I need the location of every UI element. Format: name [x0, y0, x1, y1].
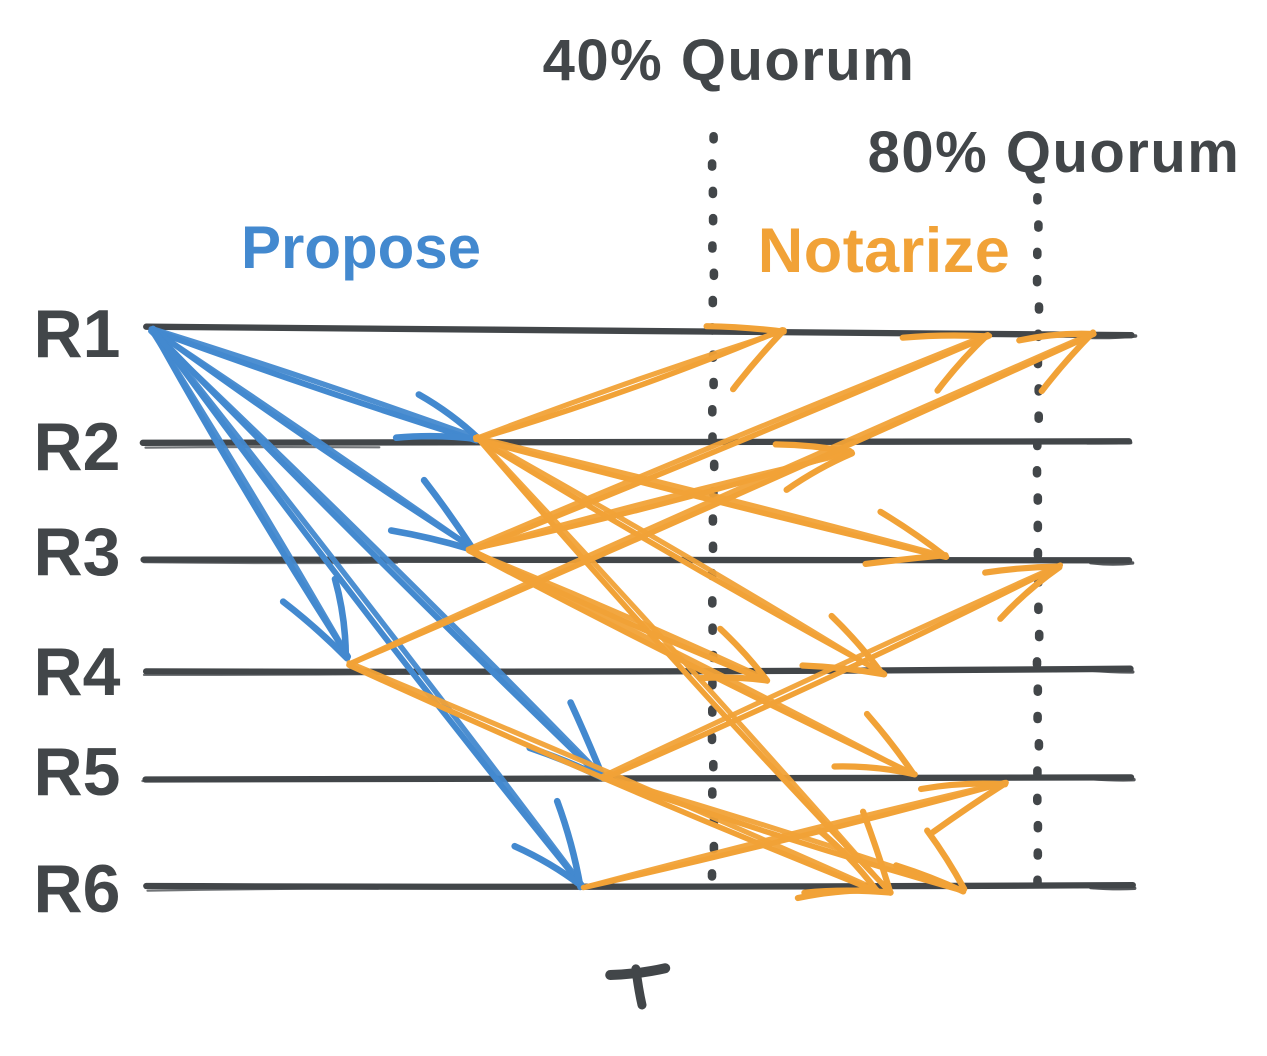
svg-text:R6: R6: [34, 851, 121, 927]
svg-text:Propose: Propose: [241, 214, 481, 281]
svg-text:R5: R5: [34, 734, 121, 810]
svg-text:40% Quorum: 40% Quorum: [543, 28, 916, 93]
svg-text:80% Quorum: 80% Quorum: [868, 120, 1241, 185]
svg-text:R3: R3: [34, 514, 121, 590]
svg-text:R2: R2: [34, 409, 121, 485]
svg-text:Notarize: Notarize: [758, 216, 1011, 286]
svg-text:R4: R4: [34, 634, 121, 710]
svg-text:R1: R1: [34, 296, 121, 372]
